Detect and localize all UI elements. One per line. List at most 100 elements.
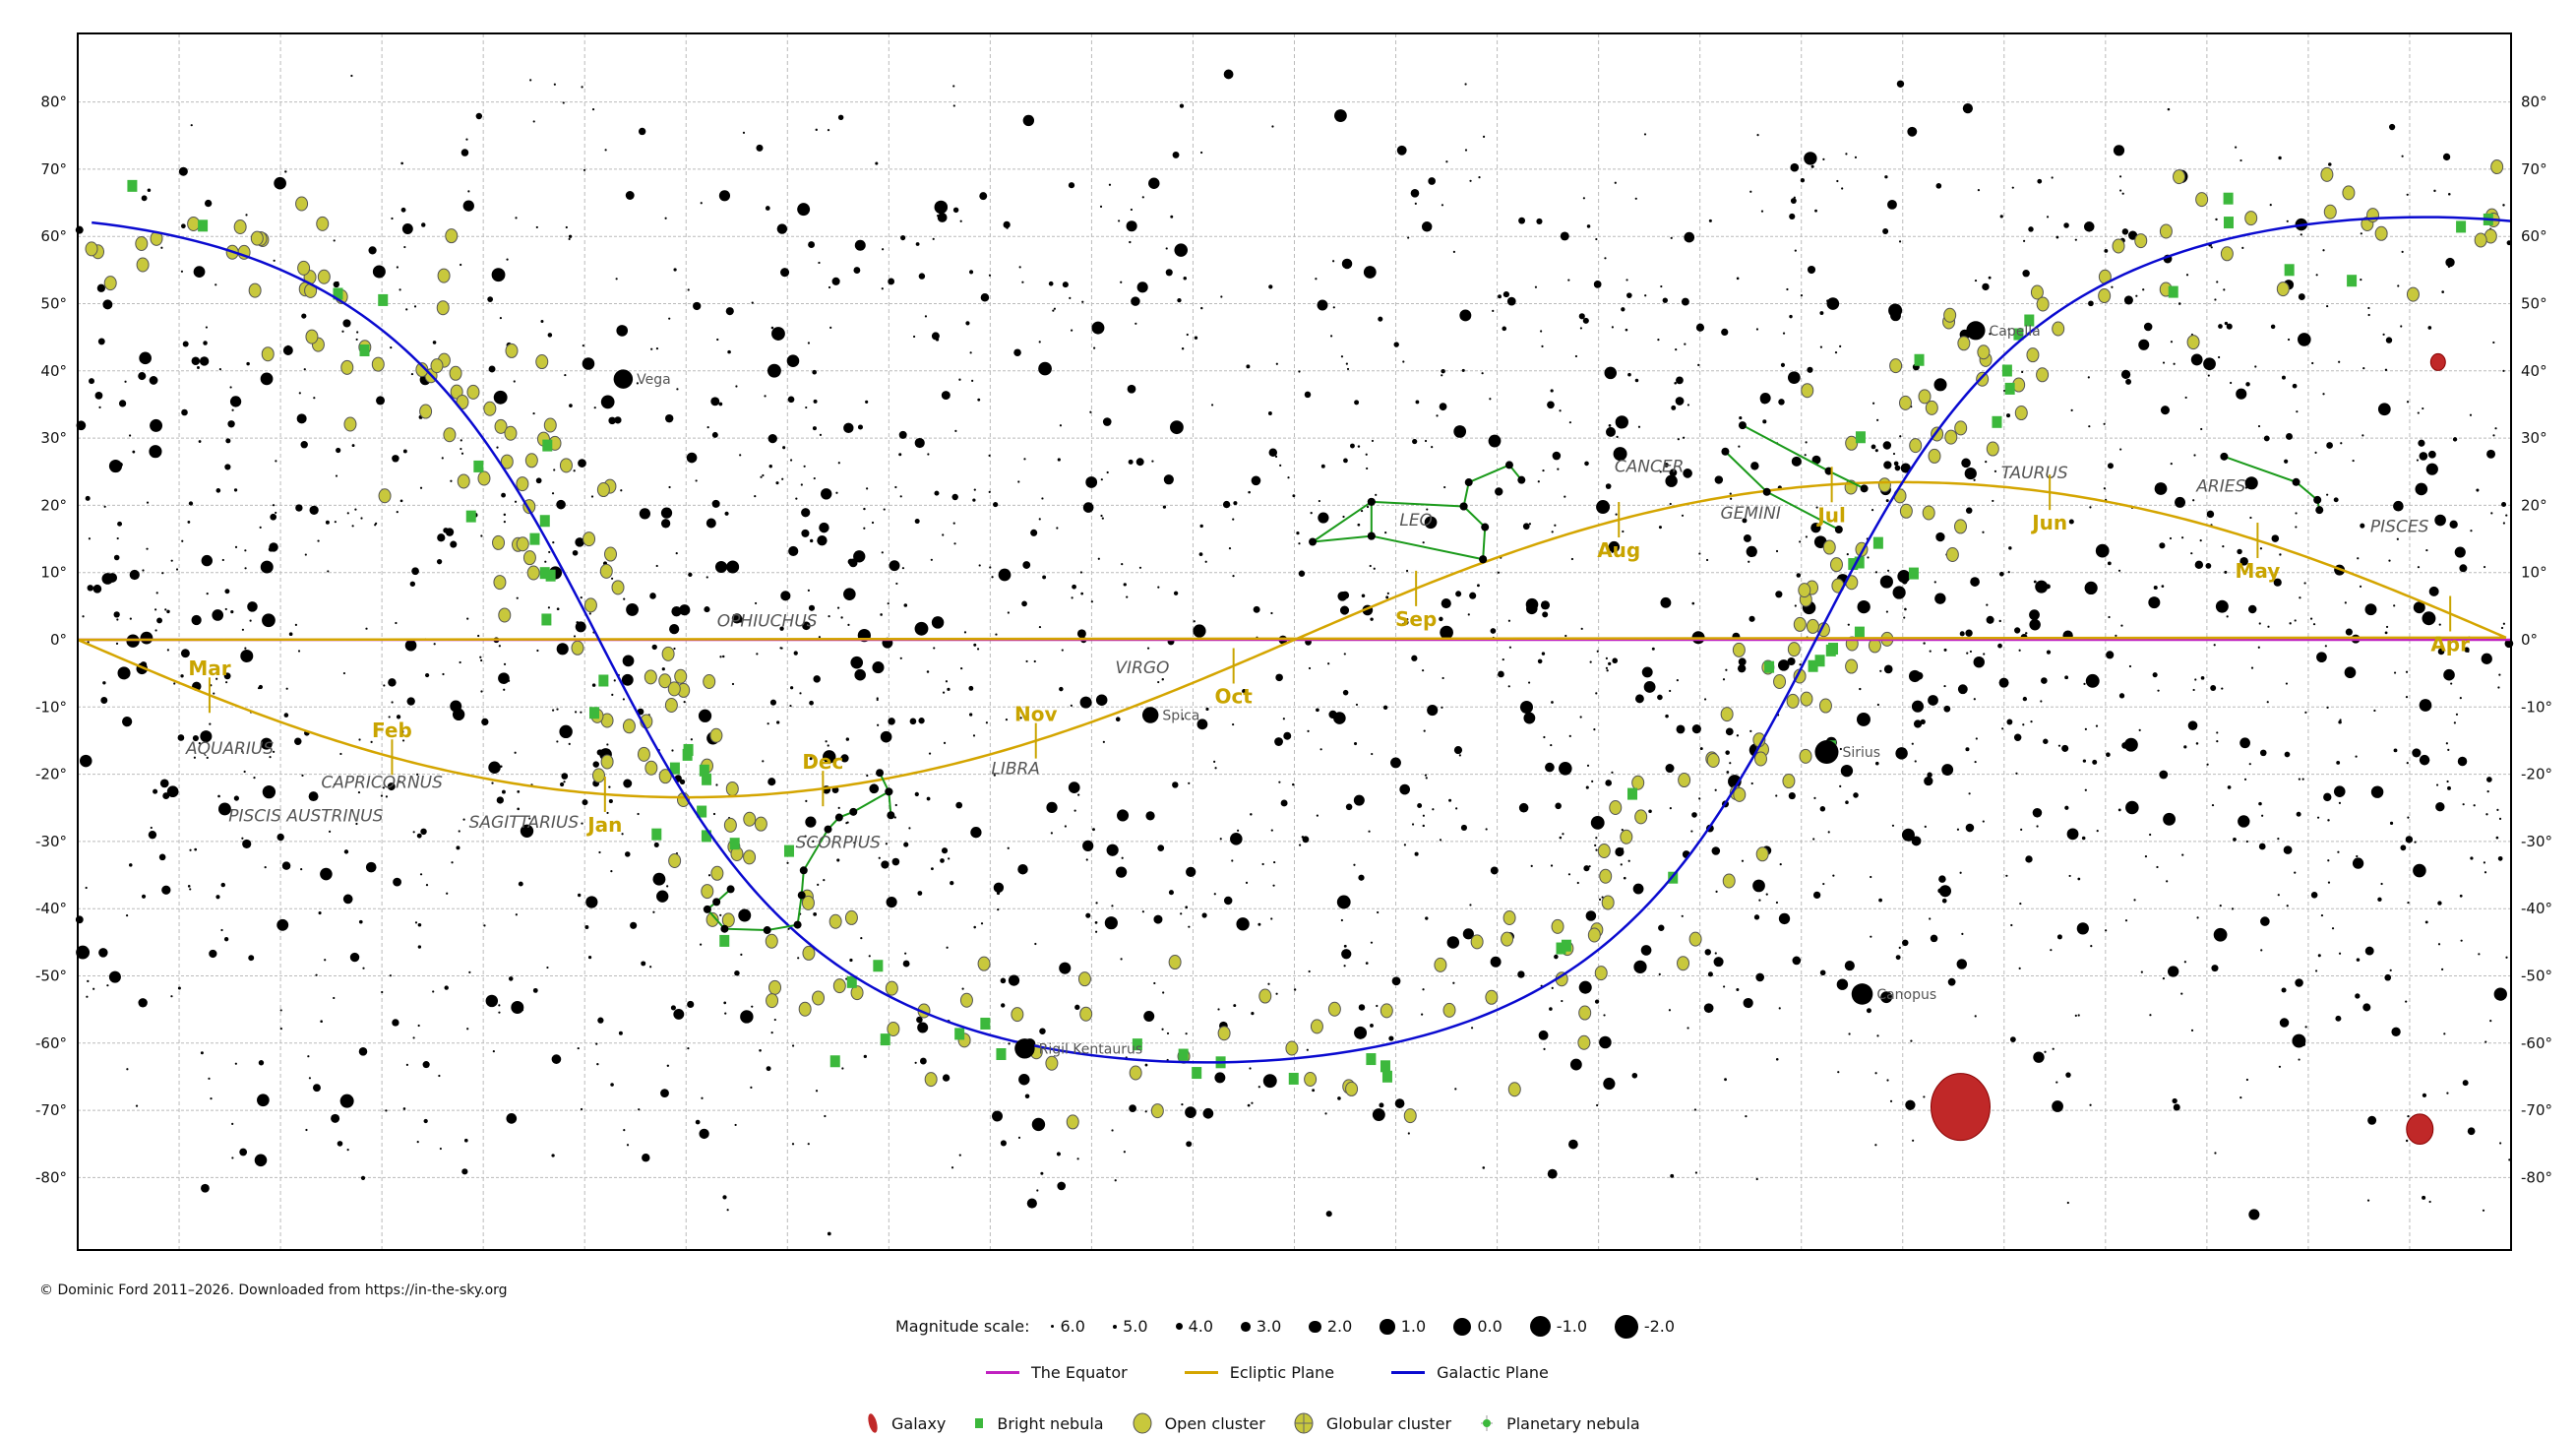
star (412, 831, 415, 834)
star (1228, 547, 1232, 550)
star (2014, 627, 2021, 634)
star (514, 751, 517, 754)
star (480, 690, 483, 693)
star (891, 857, 900, 866)
star (1876, 1034, 1879, 1037)
star (1341, 258, 1353, 270)
star (668, 485, 671, 489)
star (606, 811, 609, 815)
star (1129, 1104, 1136, 1113)
star (1598, 898, 1602, 901)
star (1120, 958, 1123, 961)
star (1388, 1035, 1394, 1041)
star (615, 278, 618, 281)
star (1805, 535, 1809, 538)
star (198, 440, 202, 443)
star (346, 1148, 349, 1152)
star (1017, 1136, 1021, 1139)
star (1874, 571, 1878, 574)
star (2393, 500, 2404, 512)
star (1552, 451, 1562, 461)
star (241, 628, 245, 631)
star (421, 222, 426, 227)
star (581, 86, 583, 89)
bright-nebula (1366, 1053, 1377, 1066)
star (2235, 146, 2238, 149)
star (244, 549, 247, 552)
star (1488, 434, 1502, 448)
star (1459, 309, 1472, 322)
star (1517, 970, 1525, 978)
star (1907, 126, 1918, 137)
star (1935, 182, 1942, 189)
star (1670, 236, 1673, 239)
star (2036, 825, 2039, 828)
star (395, 621, 398, 625)
constellation-star (703, 905, 711, 913)
star (1608, 424, 1612, 427)
star (1181, 1102, 1184, 1106)
dec-tick-label-right: -60° (2521, 1034, 2552, 1052)
constellation-label: VIRGO (1115, 658, 1169, 678)
star (883, 508, 886, 511)
star (390, 345, 393, 349)
open-cluster (583, 597, 597, 613)
star (1722, 678, 1726, 681)
star (1997, 643, 2002, 649)
open-cluster (1327, 1001, 1341, 1017)
star (257, 687, 261, 690)
star (734, 969, 740, 976)
star (1765, 893, 1768, 896)
star (621, 673, 634, 686)
open-cluster (477, 470, 491, 486)
star (2175, 496, 2186, 508)
star (480, 658, 483, 662)
star (2120, 369, 2131, 380)
star (1837, 1071, 1840, 1074)
star (1135, 458, 1144, 467)
star (498, 1004, 501, 1007)
star (2044, 1050, 2047, 1053)
star (1938, 885, 1952, 898)
star (381, 990, 384, 994)
star (2418, 439, 2425, 447)
bright-nebula (588, 707, 599, 719)
open-cluster (1503, 909, 1516, 925)
star (2462, 1080, 2469, 1087)
star (391, 217, 394, 220)
star (932, 237, 935, 240)
star (722, 1195, 727, 1200)
line-legend: The Equator Ecliptic Plane Galactic Plan… (986, 1363, 1576, 1382)
star (1469, 904, 1472, 907)
star (2419, 699, 2432, 712)
star (1492, 309, 1495, 312)
star (300, 867, 303, 871)
star (582, 799, 588, 806)
star (2385, 625, 2389, 629)
star (1788, 791, 1796, 800)
star (312, 1084, 321, 1093)
star (257, 1094, 270, 1107)
star (141, 195, 148, 202)
star (1568, 421, 1571, 424)
star (1545, 762, 1555, 773)
constellation-star (712, 898, 721, 907)
star (742, 131, 746, 134)
star (1634, 378, 1639, 383)
star (972, 498, 976, 502)
star (1847, 623, 1850, 626)
star (2498, 673, 2501, 676)
star (577, 1046, 580, 1050)
constellation-label: OPHIUCHUS (717, 611, 818, 631)
star (1161, 678, 1164, 681)
star (170, 559, 173, 562)
star (610, 577, 614, 580)
star (961, 987, 964, 990)
star (1775, 549, 1779, 553)
open-cluster (316, 216, 330, 231)
star (1161, 1028, 1164, 1031)
star (1461, 368, 1465, 372)
star (1283, 731, 1292, 740)
star (1522, 523, 1530, 531)
star (2295, 978, 2303, 987)
